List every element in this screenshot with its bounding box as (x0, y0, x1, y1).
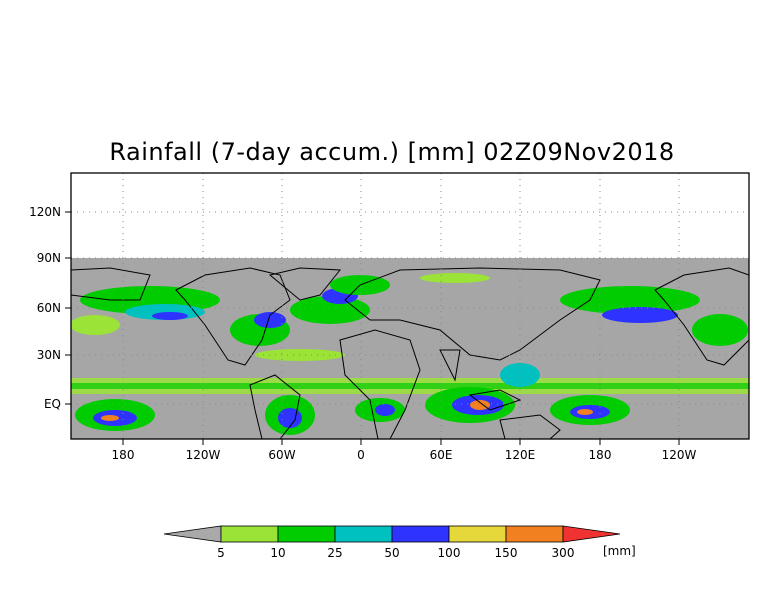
map-title: Rainfall (7-day accum.) [mm] 02Z09Nov201… (109, 138, 675, 166)
lon-label-180-repeat: 180 (589, 448, 612, 462)
grid (71, 173, 749, 439)
legend-label-100: 100 (438, 546, 461, 560)
lat-label-60n: 60N (37, 301, 61, 315)
lat-label-90n: 90N (37, 251, 61, 265)
legend-swatch-50-100 (391, 525, 450, 543)
legend-swatch-5-10 (220, 525, 279, 543)
lon-label-60e: 60E (430, 448, 453, 462)
legend-swatch-10-25 (277, 525, 336, 543)
legend-swatch-25-50 (334, 525, 393, 543)
tick-marks (65, 211, 680, 445)
lat-label-eq: EQ (44, 397, 61, 411)
legend-label-10: 10 (270, 546, 285, 560)
legend-swatch-below-5 (163, 525, 222, 543)
color-legend: 5 10 25 50 100 150 300 [mm] (163, 525, 636, 560)
lon-label-120w: 120W (186, 448, 221, 462)
rain-field (71, 273, 749, 435)
map-border (70, 172, 750, 440)
no-rain-area (71, 258, 749, 439)
lon-label-180: 180 (112, 448, 135, 462)
legend-label-300: 300 (552, 546, 575, 560)
lat-label-30n: 30N (37, 348, 61, 362)
coastlines (71, 267, 749, 439)
legend-unit: [mm] (603, 544, 636, 558)
legend-label-25: 25 (327, 546, 342, 560)
lon-label-60w: 60W (268, 448, 295, 462)
lat-label-120n: 120N (29, 205, 61, 219)
legend-swatch-100-150 (448, 525, 507, 543)
lon-label-120w-repeat: 120W (662, 448, 697, 462)
legend-swatch-150-300 (505, 525, 564, 543)
legend-label-50: 50 (384, 546, 399, 560)
lon-label-120e: 120E (505, 448, 536, 462)
lon-label-0: 0 (357, 448, 365, 462)
legend-label-150: 150 (495, 546, 518, 560)
legend-label-5: 5 (217, 546, 225, 560)
legend-swatch-above-300 (562, 525, 621, 543)
